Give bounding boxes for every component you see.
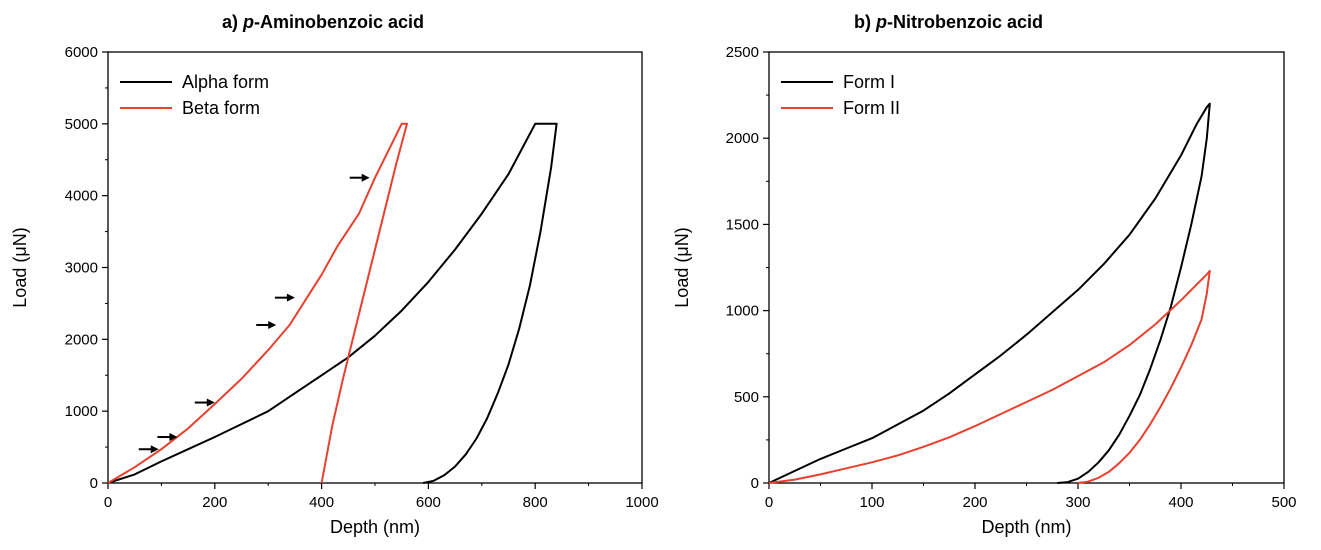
x-tick-label: 200 <box>962 494 987 511</box>
arrow-head <box>206 398 215 407</box>
x-tick-label: 100 <box>859 494 884 511</box>
x-tick-label: 500 <box>1271 494 1296 511</box>
chart-a: 0 200 400 600 800 1000 0 1000 2000 3000 4000 5000 60… <box>10 44 659 537</box>
arrow-head <box>169 433 178 442</box>
legend-label-2: Form II <box>843 98 900 118</box>
x-tick-label: 400 <box>309 494 334 511</box>
legend-label-1: Form I <box>843 72 895 92</box>
y-tick-label: 3000 <box>65 260 98 277</box>
y-tick-label: 500 <box>734 389 759 406</box>
y-tick-label: 1000 <box>65 403 98 420</box>
y-tick-label: 6000 <box>65 44 98 61</box>
arrow-head <box>361 173 370 182</box>
arrow-annotation <box>349 173 370 182</box>
arrow-head <box>286 293 295 302</box>
y-tick-label: 0 <box>90 475 98 492</box>
x-tick-label: 600 <box>416 494 441 511</box>
series-line-1 <box>107 122 558 484</box>
x-axis-label: Depth (nm) <box>981 517 1071 537</box>
chart-title-a: a) p-Aminobenzoic acid <box>222 12 425 32</box>
series-line-2 <box>107 122 408 484</box>
series-line-1 <box>768 102 1211 484</box>
y-tick-label: 0 <box>751 475 759 492</box>
series-line-2 <box>768 269 1211 484</box>
arrow-annotation <box>157 433 178 442</box>
panel-a: a) p-Aminobenzoic acid 0 200 400 600 800 1000… <box>10 12 659 537</box>
x-tick-label: 200 <box>202 494 227 511</box>
panel-b: b) p-Nitrobenzoic acid 0 100 200 300 400 500 0… <box>670 0 1321 550</box>
arrow-annotation <box>256 320 277 329</box>
x-tick-label: 400 <box>1168 494 1193 511</box>
y-tick-label: 2000 <box>65 331 98 348</box>
x-axis-label: Depth (nm) <box>330 517 420 537</box>
y-tick-label: 4000 <box>65 188 98 205</box>
arrow-head <box>150 445 159 454</box>
y-tick-label: 2000 <box>726 130 759 147</box>
x-tick-label: 800 <box>523 494 548 511</box>
legend-label-1: Alpha form <box>182 72 269 92</box>
y-axis-label: Load (μN) <box>672 227 692 307</box>
x-tick-label: 1000 <box>625 494 658 511</box>
x-tick-label: 300 <box>1065 494 1090 511</box>
y-tick-label: 1000 <box>726 303 759 320</box>
chart-b: 0 100 200 300 400 500 0 500 1000 1500 2000 2500 Dept… <box>672 44 1297 537</box>
y-tick-label: 2500 <box>726 44 759 61</box>
arrow-head <box>268 320 277 329</box>
x-tick-label: 0 <box>765 494 773 511</box>
y-tick-label: 5000 <box>65 116 98 133</box>
arrow-annotation <box>274 293 295 302</box>
x-tick-label: 0 <box>104 494 112 511</box>
arrow-annotation <box>194 398 215 407</box>
arrow-annotation <box>138 445 159 454</box>
chart-title-b: b) p-Nitrobenzoic acid <box>854 12 1044 32</box>
legend-label-2: Beta form <box>182 98 260 118</box>
y-axis-label: Load (μN) <box>10 227 30 307</box>
y-tick-label: 1500 <box>726 216 759 233</box>
